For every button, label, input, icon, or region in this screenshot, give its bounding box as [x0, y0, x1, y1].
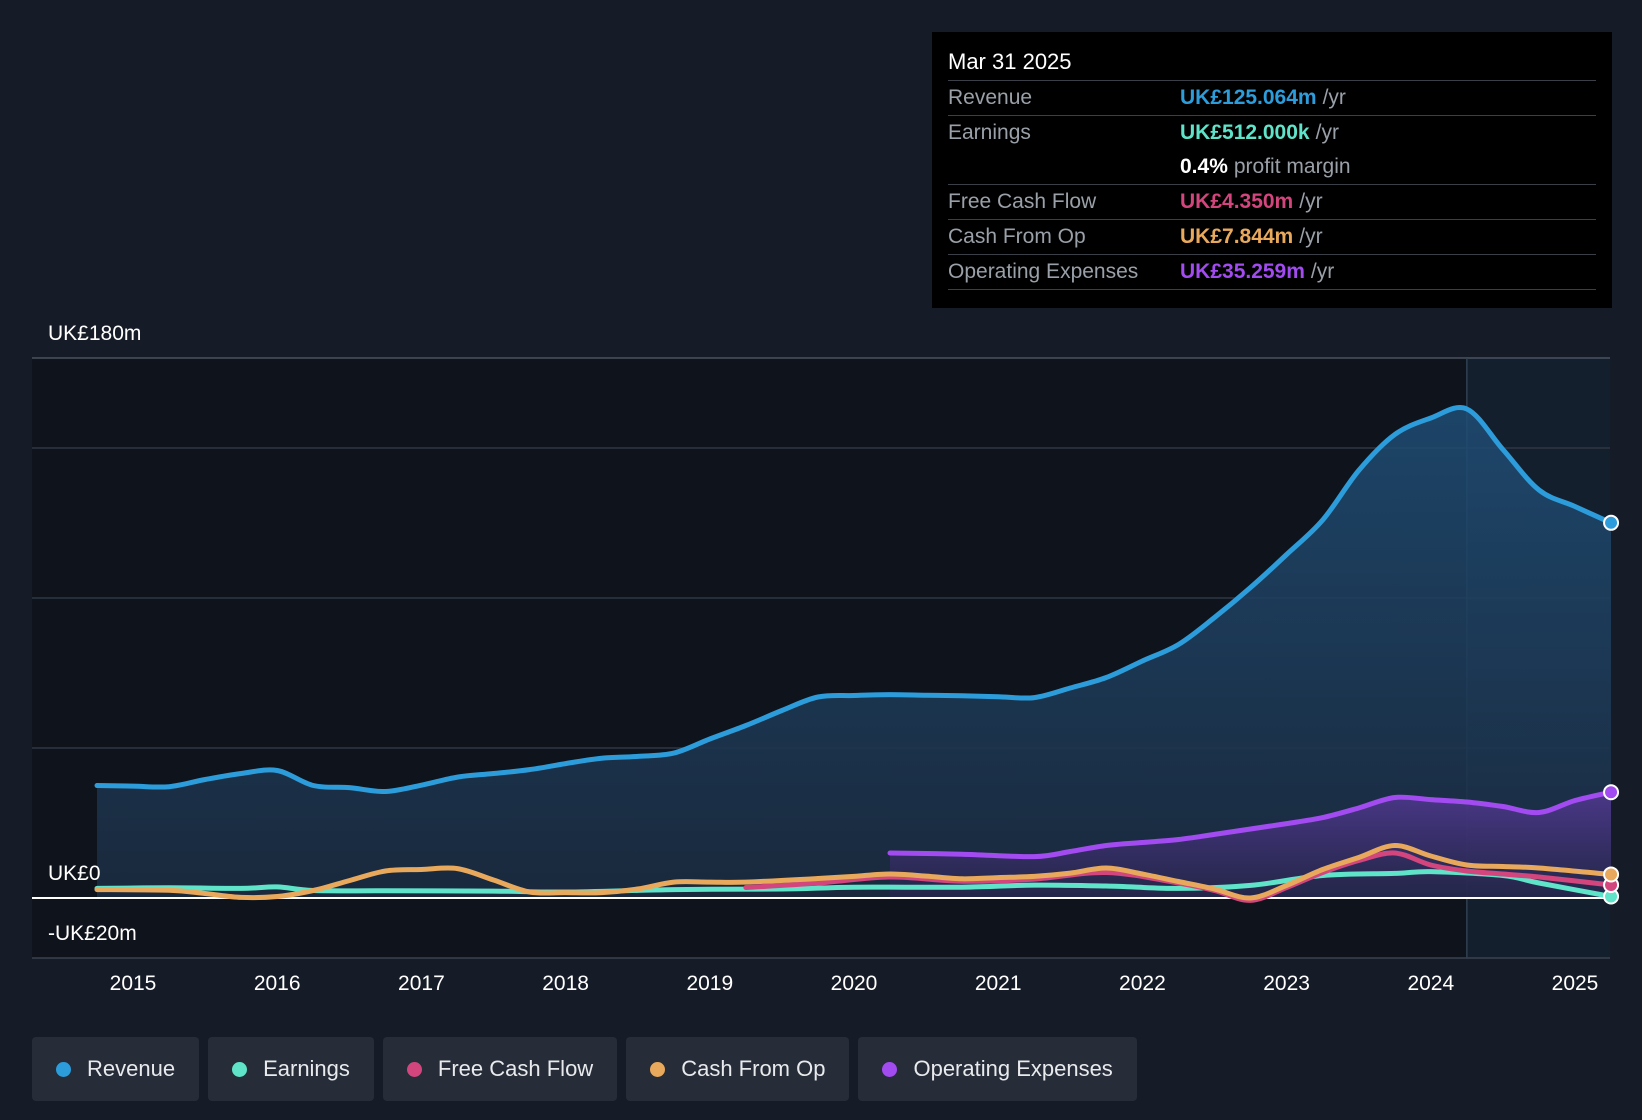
series-lines	[94, 405, 1614, 903]
tooltip-label: Cash From Op	[948, 225, 1086, 248]
tooltip-value: UK£7.844m	[1180, 225, 1294, 248]
tooltip-value: 0.4%	[1180, 155, 1228, 178]
legend-dot-icon	[232, 1061, 248, 1077]
x-axis-label: 2017	[398, 972, 445, 995]
cfo-endpoint	[1603, 866, 1620, 883]
tooltip-date: Mar 31 2025	[948, 44, 1596, 81]
legend-item-earnings[interactable]: Earnings	[208, 1037, 374, 1101]
x-axis-label: 2025	[1552, 972, 1599, 995]
tooltip-row: Earnings UK£512.000k/yr	[948, 116, 1596, 150]
tooltip-panel: Mar 31 2025 Revenue UK£125.064m/yr Earning…	[932, 32, 1612, 308]
tooltip-label: Earnings	[948, 121, 1031, 144]
tooltip-row: Revenue UK£125.064m/yr	[948, 81, 1596, 116]
tooltip-label: Revenue	[948, 86, 1033, 109]
legend-label: Free Cash Flow	[437, 1056, 594, 1081]
opex-endpoint	[1603, 784, 1620, 801]
legend-label: Cash From Op	[681, 1056, 826, 1081]
x-axis-label: 2021	[975, 972, 1022, 995]
legend-dot-icon	[882, 1061, 898, 1077]
tooltip-unit: /yr	[1299, 190, 1323, 213]
x-axis-label: 2024	[1407, 972, 1454, 995]
tooltip-row: Operating Expenses UK£35.259m/yr	[948, 255, 1596, 290]
tooltip-unit: /yr	[1322, 86, 1346, 109]
revenue-line	[94, 405, 1614, 795]
tooltip-row: Free Cash Flow UK£4.350m/yr	[948, 185, 1596, 220]
tooltip-row: Cash From Op UK£7.844m/yr	[948, 220, 1596, 255]
x-axis-label: 2016	[254, 972, 301, 995]
tooltip-unit: profit margin	[1233, 155, 1351, 178]
tooltip-value: UK£125.064m	[1180, 86, 1317, 109]
legend-item-operating-expenses[interactable]: Operating Expenses	[858, 1037, 1137, 1101]
tooltip-row: 0.4% profit margin	[948, 150, 1596, 185]
earnings-line	[94, 869, 1614, 899]
y-axis-label: UK£180m	[48, 322, 141, 345]
tooltip-value: UK£35.259m	[1180, 260, 1305, 283]
cfo-line	[94, 842, 1614, 901]
tooltip-unit: /yr	[1299, 225, 1323, 248]
tooltip-label: Free Cash Flow	[948, 190, 1097, 213]
legend: Revenue Earnings Free Cash Flow Cash From O…	[32, 1037, 1137, 1101]
opex-line	[887, 789, 1614, 860]
y-axis-labels: UK£180m UK£0 -UK£20m	[48, 322, 141, 945]
legend-dot-icon	[56, 1061, 71, 1077]
x-axis-label: 2022	[1119, 972, 1166, 995]
legend-dot-icon	[650, 1061, 666, 1077]
y-axis-label: UK£0	[48, 862, 101, 885]
x-axis-label: 2015	[110, 972, 157, 995]
x-axis-label: 2020	[831, 972, 878, 995]
legend-item-free-cash-flow[interactable]: Free Cash Flow	[382, 1037, 618, 1101]
tooltip-label: Operating Expenses	[948, 260, 1139, 283]
legend-dot-icon	[406, 1061, 422, 1077]
x-axis-label: 2019	[686, 972, 733, 995]
legend-item-cash-from-op[interactable]: Cash From Op	[626, 1037, 850, 1101]
legend-label: Operating Expenses	[913, 1056, 1113, 1081]
x-axis-labels: 2015 2016 2017 2018 2019 2020 2021 2022 2023 2024…	[110, 972, 1599, 995]
y-axis-label: -UK£20m	[48, 922, 137, 945]
x-axis-label: 2023	[1263, 972, 1310, 995]
tooltip-rows: Revenue UK£125.064m/yr Earnings UK£512.000k…	[948, 81, 1596, 290]
legend-label: Revenue	[87, 1056, 176, 1081]
x-axis-label: 2018	[542, 972, 589, 995]
tooltip-unit: /yr	[1310, 260, 1335, 283]
legend-item-revenue[interactable]: Revenue	[32, 1037, 200, 1101]
legend-label: Earnings	[263, 1056, 350, 1081]
series-endpoints	[1603, 514, 1620, 905]
revenue-endpoint	[1603, 514, 1620, 531]
tooltip-value: UK£512.000k	[1180, 121, 1310, 144]
tooltip-value: UK£4.350m	[1180, 190, 1294, 213]
tooltip-unit: /yr	[1315, 121, 1339, 144]
